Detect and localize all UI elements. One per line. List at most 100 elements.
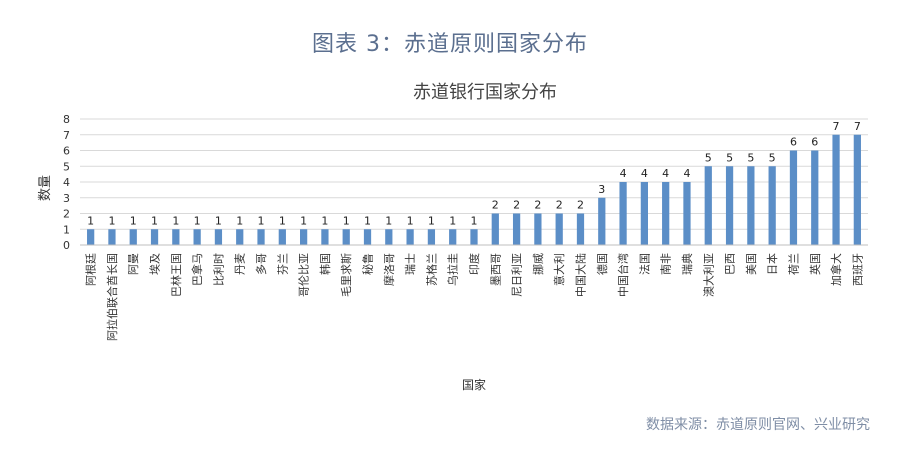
category-label: 乌拉圭 bbox=[446, 253, 460, 286]
data-label: 1 bbox=[343, 214, 350, 227]
category-label: 毛里求斯 bbox=[340, 253, 353, 297]
category-label: 意大利 bbox=[552, 253, 566, 286]
data-label: 5 bbox=[747, 151, 754, 164]
chart-title: 赤道银行国家分布 bbox=[413, 82, 557, 103]
data-label: 1 bbox=[279, 214, 286, 227]
category-label: 巴拿马 bbox=[190, 253, 204, 286]
bar bbox=[470, 229, 478, 245]
category-label: 多哥 bbox=[254, 253, 268, 275]
category-label: 巴林王国 bbox=[169, 253, 183, 297]
data-label: 1 bbox=[236, 214, 243, 227]
bar bbox=[193, 229, 201, 245]
data-label: 1 bbox=[428, 214, 435, 227]
data-label: 3 bbox=[598, 183, 605, 196]
data-label: 7 bbox=[833, 120, 840, 133]
bar bbox=[512, 213, 521, 245]
data-label: 1 bbox=[194, 214, 201, 227]
bar bbox=[108, 229, 116, 245]
figure-title: 图表 3：赤道原则国家分布 bbox=[312, 32, 588, 57]
y-tick-label: 5 bbox=[63, 160, 70, 173]
bars bbox=[87, 134, 861, 245]
data-label: 2 bbox=[492, 199, 499, 212]
y-tick-label: 3 bbox=[63, 192, 70, 205]
category-label: 英国 bbox=[808, 253, 822, 275]
category-label: 澳大利亚 bbox=[701, 253, 715, 297]
bar bbox=[768, 166, 776, 245]
category-label: 埃及 bbox=[148, 253, 162, 275]
category-label: 芬兰 bbox=[276, 253, 289, 275]
y-axis-ticks: 0 1 2 3 4 5 6 7 8 bbox=[63, 113, 70, 252]
bar bbox=[449, 229, 457, 245]
category-label: 挪威 bbox=[531, 253, 545, 275]
y-tick-label: 1 bbox=[63, 223, 70, 236]
category-label: 阿曼 bbox=[127, 253, 140, 275]
data-label: 7 bbox=[854, 120, 861, 133]
bar bbox=[853, 134, 861, 245]
data-label: 4 bbox=[662, 167, 669, 180]
category-label: 美国 bbox=[745, 253, 758, 275]
data-label: 1 bbox=[471, 214, 478, 227]
data-label: 1 bbox=[385, 214, 392, 227]
data-label: 1 bbox=[258, 214, 265, 227]
data-label: 1 bbox=[172, 214, 179, 227]
category-label: 德国 bbox=[595, 253, 609, 275]
category-label: 秘鲁 bbox=[361, 253, 375, 275]
data-label: 1 bbox=[151, 214, 158, 227]
x-axis-label: 国家 bbox=[462, 377, 486, 392]
bar bbox=[491, 213, 499, 245]
data-label: 1 bbox=[108, 214, 115, 227]
category-label: 日本 bbox=[765, 253, 779, 275]
data-label: 5 bbox=[769, 151, 776, 164]
bar bbox=[534, 213, 542, 245]
data-label: 4 bbox=[620, 167, 627, 180]
category-label: 法国 bbox=[637, 253, 651, 275]
bar bbox=[662, 182, 670, 245]
category-label: 中国大陆 bbox=[573, 253, 587, 297]
category-label: 哥伦比亚 bbox=[297, 253, 311, 297]
data-label: 5 bbox=[705, 151, 712, 164]
y-tick-label: 8 bbox=[63, 113, 70, 126]
category-label: 巴西 bbox=[724, 253, 737, 275]
bar bbox=[427, 229, 436, 245]
bar bbox=[87, 229, 95, 245]
category-label: 墨西哥 bbox=[489, 253, 502, 286]
data-label: 1 bbox=[321, 214, 328, 227]
bar bbox=[683, 182, 691, 245]
bar bbox=[598, 197, 606, 245]
category-label: 比利时 bbox=[212, 253, 225, 286]
data-label: 2 bbox=[577, 199, 584, 212]
category-label: 尼日利亚 bbox=[511, 253, 524, 297]
data-label: 6 bbox=[811, 136, 818, 149]
category-label: 中国台湾 bbox=[616, 253, 630, 297]
bar bbox=[150, 229, 159, 245]
bar bbox=[704, 166, 712, 245]
category-labels: 阿根廷 阿拉伯联合酋长国 阿曼 埃及 巴林王国 巴拿马 比利时 丹麦 多哥 芬兰 哥伦比亚 韩国 毛里求… bbox=[84, 253, 865, 341]
category-label: 加拿大 bbox=[829, 253, 843, 286]
bar bbox=[385, 229, 393, 245]
y-axis-label: 数量 bbox=[38, 175, 53, 201]
category-label: 摩洛哥 bbox=[382, 253, 396, 286]
data-label: 4 bbox=[641, 167, 648, 180]
bar bbox=[129, 229, 137, 245]
data-label: 1 bbox=[449, 214, 456, 227]
bar bbox=[236, 229, 244, 245]
y-tick-label: 6 bbox=[63, 145, 70, 158]
y-tick-label: 7 bbox=[63, 129, 70, 142]
data-labels: 1 1 1 1 1 1 1 1 1 1 1 1 1 1 1 1 1 1 1 2 2 2 2 2 3 4 4 4 4 5 5 5 5 6 6 7 7 bbox=[87, 120, 861, 228]
category-label: 瑞士 bbox=[403, 253, 417, 275]
bar bbox=[300, 229, 308, 245]
data-label: 1 bbox=[364, 214, 371, 227]
bar bbox=[363, 229, 372, 245]
data-label: 2 bbox=[534, 199, 541, 212]
y-tick-label: 0 bbox=[63, 239, 70, 252]
data-label: 2 bbox=[556, 199, 563, 212]
category-label: 丹麦 bbox=[234, 253, 247, 275]
source-note: 数据来源：赤道原则官网、兴业研究 bbox=[646, 417, 870, 433]
category-label: 荷兰 bbox=[787, 253, 800, 275]
data-label: 1 bbox=[300, 214, 307, 227]
bar bbox=[257, 229, 265, 245]
bar bbox=[619, 182, 627, 245]
bar bbox=[789, 150, 798, 245]
data-label: 1 bbox=[215, 214, 222, 227]
